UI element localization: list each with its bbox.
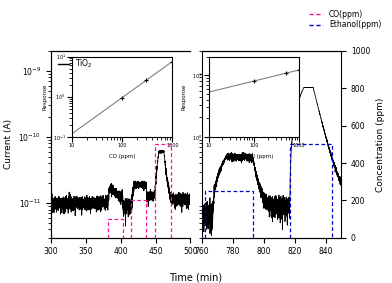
Y-axis label: Current (A): Current (A) bbox=[4, 119, 13, 170]
Legend: CO(ppm), Ethanol(ppm): CO(ppm), Ethanol(ppm) bbox=[306, 7, 384, 32]
Y-axis label: Concentration (ppm): Concentration (ppm) bbox=[376, 97, 385, 192]
Text: Time (min): Time (min) bbox=[169, 272, 223, 282]
Legend: TiO$_2$: TiO$_2$ bbox=[55, 55, 96, 73]
